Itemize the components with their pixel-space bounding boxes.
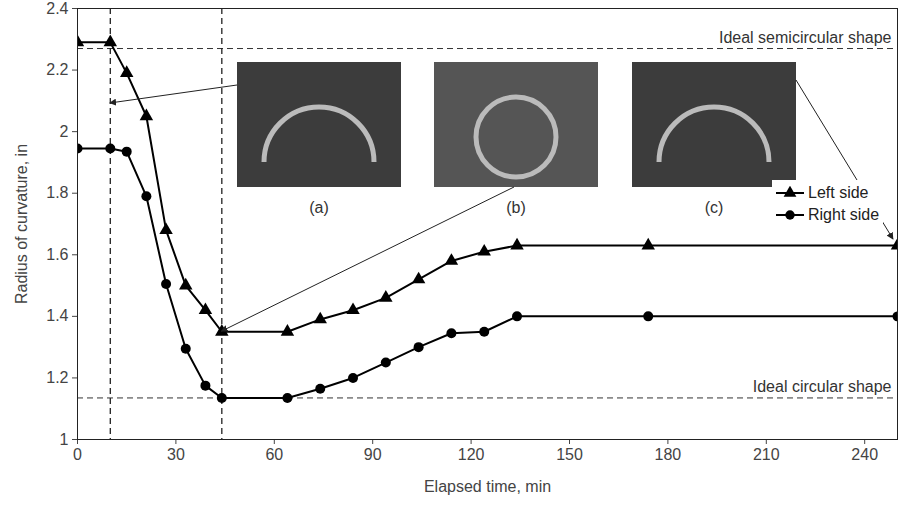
svg-text:120: 120 — [458, 446, 485, 463]
html-text:Right side: Right side — [808, 206, 880, 223]
svg-text:180: 180 — [655, 446, 682, 463]
svg-text:(c): (c) — [705, 199, 724, 216]
svg-text:1.4: 1.4 — [46, 307, 68, 324]
svg-text:Elapsed time, min: Elapsed time, min — [424, 478, 551, 495]
svg-text:(a): (a) — [309, 199, 329, 216]
svg-text:Radius of curvature, in: Radius of curvature, in — [13, 144, 30, 304]
svg-text:Ideal circular shape: Ideal circular shape — [753, 378, 892, 395]
svg-text:240: 240 — [851, 446, 878, 463]
svg-text:1.6: 1.6 — [46, 246, 68, 263]
svg-text:2.4: 2.4 — [46, 0, 68, 17]
svg-text:0: 0 — [73, 446, 82, 463]
svg-text:150: 150 — [556, 446, 583, 463]
svg-text:1.8: 1.8 — [46, 184, 68, 201]
svg-text:90: 90 — [364, 446, 382, 463]
svg-text:Ideal semicircular shape: Ideal semicircular shape — [719, 29, 892, 46]
svg-text:210: 210 — [753, 446, 780, 463]
svg-text:2: 2 — [60, 123, 69, 140]
html-text:Left side: Left side — [808, 184, 869, 201]
svg-text:30: 30 — [167, 446, 185, 463]
svg-text:1: 1 — [60, 431, 69, 448]
svg-text:1.2: 1.2 — [46, 369, 68, 386]
svg-text:(b): (b) — [506, 199, 526, 216]
svg-text:2.2: 2.2 — [46, 61, 68, 78]
svg-text:60: 60 — [265, 446, 283, 463]
